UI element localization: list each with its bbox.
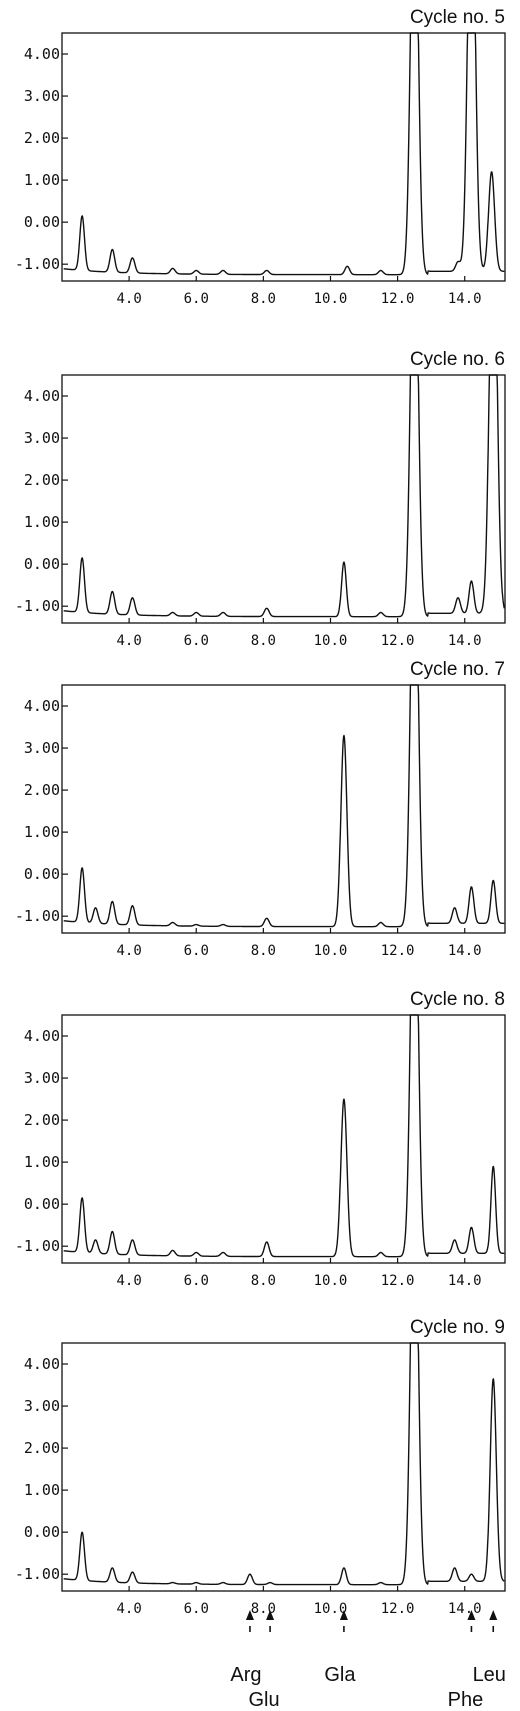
y-tick-label: -1.00 xyxy=(15,907,60,925)
x-tick-label: 8.0 xyxy=(251,943,276,959)
y-tick-label: -1.00 xyxy=(15,597,60,615)
plot-frame xyxy=(61,32,506,282)
y-tick-label: 0.00 xyxy=(24,555,60,573)
panel-title: Cycle no. 6 xyxy=(410,349,505,370)
plot-frame xyxy=(61,1342,506,1592)
y-tick-label: 1.00 xyxy=(24,1481,60,1499)
x-tick-label: 10.0 xyxy=(314,1601,348,1617)
plot-frame xyxy=(61,1014,506,1264)
chromatogram-trace xyxy=(63,32,505,276)
y-tick-label: -1.00 xyxy=(15,255,60,273)
chromatogram-trace xyxy=(63,1014,505,1258)
x-tick-label: 12.0 xyxy=(381,943,415,959)
chromatogram-panel-4: Cycle no. 8 4.00 3.00 2.00 1.00 0.00 -1.00 4.0 6… xyxy=(15,989,506,1289)
y-tick-label: 3.00 xyxy=(24,739,60,757)
y-tick-label: 2.00 xyxy=(24,129,60,147)
x-tick-label: 8.0 xyxy=(251,1273,276,1289)
chromatogram-trace xyxy=(63,1342,505,1586)
marker-label-gla: Gla xyxy=(324,1664,356,1686)
y-tick-label: 3.00 xyxy=(24,1069,60,1087)
x-tick-label: 10.0 xyxy=(314,633,348,649)
y-tick-label: 3.00 xyxy=(24,429,60,447)
chromatogram-panel-2: Cycle no. 6 4.00 3.00 2.00 1.00 0.00 -1.00 4.0 6… xyxy=(15,349,506,649)
amino-acid-markers: Arg Glu Gla Phe Leu xyxy=(230,1610,506,1711)
x-tick-label: 14.0 xyxy=(448,943,482,959)
plot-frame xyxy=(61,684,506,934)
y-tick-label: 0.00 xyxy=(24,1523,60,1541)
arrowhead-icon xyxy=(467,1610,476,1620)
x-tick-label: 6.0 xyxy=(184,633,209,649)
marker-label-glu: Glu xyxy=(249,1689,280,1711)
y-tick-label: 0.00 xyxy=(24,213,60,231)
marker-label-phe: Phe xyxy=(448,1689,484,1711)
y-tick-label: 2.00 xyxy=(24,1111,60,1129)
x-tick-label: 4.0 xyxy=(116,633,141,649)
chromatogram-panel-3: Cycle no. 7 4.00 3.00 2.00 1.00 0.00 -1.00 4.0 6… xyxy=(15,659,506,959)
x-tick-label: 14.0 xyxy=(448,1273,482,1289)
chromatogram-panel-1: Cycle no. 5 4.00 3.00 2.00 1.00 0.00 -1.00 4.0 6… xyxy=(15,7,506,307)
x-tick-label: 8.0 xyxy=(251,291,276,307)
x-tick-label: 6.0 xyxy=(184,1273,209,1289)
arrowhead-icon xyxy=(489,1610,498,1620)
panel-title: Cycle no. 9 xyxy=(410,1317,505,1338)
x-tick-label: 4.0 xyxy=(116,1273,141,1289)
x-tick-label: 10.0 xyxy=(314,943,348,959)
x-tick-label: 8.0 xyxy=(251,1601,276,1617)
y-tick-label: -1.00 xyxy=(15,1237,60,1255)
y-tick-label: 2.00 xyxy=(24,781,60,799)
x-tick-label: 8.0 xyxy=(251,633,276,649)
y-tick-label: 1.00 xyxy=(24,1153,60,1171)
x-tick-label: 12.0 xyxy=(381,1273,415,1289)
arrowhead-icon xyxy=(266,1610,275,1620)
x-tick-label: 12.0 xyxy=(381,1601,415,1617)
y-tick-label: 4.00 xyxy=(24,45,60,63)
x-tick-label: 4.0 xyxy=(116,291,141,307)
arrowhead-icon xyxy=(245,1610,254,1620)
y-tick-label: 4.00 xyxy=(24,1027,60,1045)
y-tick-label: 1.00 xyxy=(24,823,60,841)
y-tick-label: 3.00 xyxy=(24,1397,60,1415)
y-tick-label: 2.00 xyxy=(24,471,60,489)
chromatogram-trace xyxy=(63,374,505,618)
y-tick-label: 0.00 xyxy=(24,1195,60,1213)
x-tick-label: 12.0 xyxy=(381,291,415,307)
chromatogram-trace xyxy=(63,684,505,928)
y-tick-label: 4.00 xyxy=(24,1355,60,1373)
y-tick-label: 1.00 xyxy=(24,171,60,189)
panel-title: Cycle no. 8 xyxy=(410,989,505,1010)
panel-title: Cycle no. 7 xyxy=(410,659,505,680)
y-tick-label: 3.00 xyxy=(24,87,60,105)
x-tick-label: 6.0 xyxy=(184,291,209,307)
y-tick-label: 2.00 xyxy=(24,1439,60,1457)
x-tick-label: 10.0 xyxy=(314,1273,348,1289)
x-tick-label: 14.0 xyxy=(448,1601,482,1617)
y-tick-label: 0.00 xyxy=(24,865,60,883)
marker-label-leu: Leu xyxy=(473,1664,506,1686)
y-tick-label: 1.00 xyxy=(24,513,60,531)
x-tick-label: 14.0 xyxy=(448,633,482,649)
x-tick-label: 4.0 xyxy=(116,943,141,959)
plot-frame xyxy=(61,374,506,624)
panel-title: Cycle no. 5 xyxy=(410,7,505,28)
y-tick-label: 4.00 xyxy=(24,697,60,715)
x-tick-label: 6.0 xyxy=(184,1601,209,1617)
x-tick-label: 4.0 xyxy=(116,1601,141,1617)
y-tick-label: 4.00 xyxy=(24,387,60,405)
marker-label-arg: Arg xyxy=(230,1664,261,1686)
x-tick-label: 14.0 xyxy=(448,291,482,307)
x-tick-label: 6.0 xyxy=(184,943,209,959)
x-tick-label: 12.0 xyxy=(381,633,415,649)
arrowhead-icon xyxy=(339,1610,348,1620)
x-tick-label: 10.0 xyxy=(314,291,348,307)
y-tick-label: -1.00 xyxy=(15,1565,60,1583)
chromatogram-panel-5: Cycle no. 9 4.00 3.00 2.00 1.00 0.00 -1.00 4.0 6… xyxy=(15,1317,506,1617)
